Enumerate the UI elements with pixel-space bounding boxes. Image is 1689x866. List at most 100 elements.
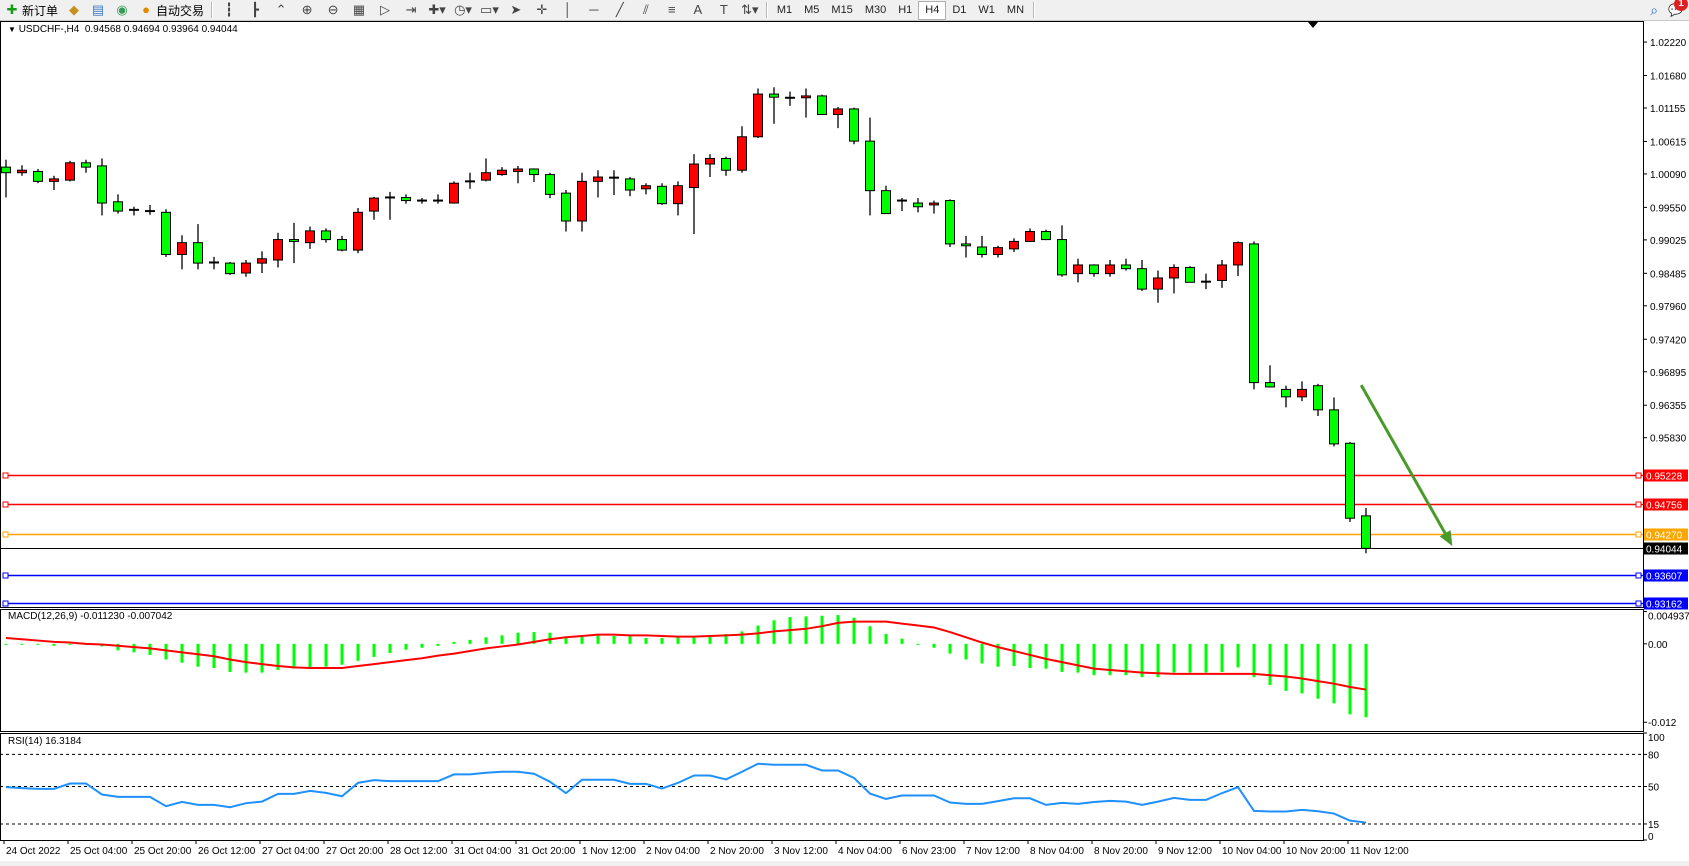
timeframe-m30[interactable]: M30 xyxy=(864,3,887,16)
candle xyxy=(849,107,859,145)
candle xyxy=(1345,442,1355,522)
candle-body xyxy=(241,262,251,274)
metaeditor-button[interactable]: ◆ xyxy=(62,1,86,19)
templates-button[interactable]: ▭▾ xyxy=(476,1,503,19)
macd-signal-line xyxy=(5,620,1367,691)
chart-canvas[interactable]: 1.02220 1.01680 1.01155 1.00615 1.00090 0.995… xyxy=(0,21,1689,861)
chart-window[interactable]: 1.02220 1.01680 1.01155 1.00615 1.00090 0.995… xyxy=(0,21,1689,861)
candle xyxy=(273,232,283,268)
vertical-line-button[interactable]: │ xyxy=(555,1,581,19)
arrows-button[interactable]: ⇅▾ xyxy=(737,1,763,19)
candle-body xyxy=(1121,264,1131,270)
timeframe-h4[interactable]: H4 xyxy=(918,0,947,20)
macd-histogram-bar xyxy=(948,643,952,654)
candle xyxy=(801,88,811,118)
candle xyxy=(929,200,939,214)
candle-body xyxy=(481,172,491,181)
zoom-out-button[interactable]: ⊖ xyxy=(320,1,346,19)
macd-histogram-bar xyxy=(276,643,280,670)
macd-histogram-bar xyxy=(1300,643,1304,694)
toolbar-divider xyxy=(765,2,768,18)
collapse-triangle-icon[interactable]: ▼ xyxy=(8,25,16,34)
time-label: 3 Nov 12:00 xyxy=(774,846,828,857)
notifications-button[interactable]: 💬 1 xyxy=(1668,0,1689,17)
timeframe-m5[interactable]: M5 xyxy=(804,3,820,16)
text-button[interactable]: A xyxy=(685,1,711,19)
rsi-tick-label: 15 xyxy=(1648,820,1660,831)
new-order-button[interactable]: ✚ 新订单 xyxy=(0,1,62,19)
candle xyxy=(193,224,203,270)
trend-arrow-head-icon xyxy=(1439,530,1453,547)
bar-chart-button[interactable]: ┇ xyxy=(216,1,242,19)
candle xyxy=(625,177,635,197)
bar-chart-icon: ┇ xyxy=(225,2,233,17)
signals-button[interactable]: ◉ xyxy=(110,1,134,19)
candle xyxy=(1057,225,1067,277)
time-label: 26 Oct 12:00 xyxy=(198,846,256,857)
timeframe-m1[interactable]: M1 xyxy=(776,3,793,16)
equidistant-channel-button[interactable]: ⫽ xyxy=(633,1,659,19)
crosshair-button[interactable]: ✛ xyxy=(529,1,555,19)
candle-body xyxy=(625,178,635,191)
search-icon[interactable]: ⌕ xyxy=(1650,1,1659,18)
candle xyxy=(1089,264,1099,277)
toolbar-divider xyxy=(211,2,214,18)
text-label-button[interactable]: T xyxy=(711,1,737,19)
macd-histogram-bar xyxy=(1156,643,1160,678)
periods-button[interactable]: ◷▾ xyxy=(450,1,476,19)
timeframe-d1[interactable]: D1 xyxy=(952,3,967,16)
timeframe-mn[interactable]: MN xyxy=(1006,3,1025,16)
time-label: 6 Nov 23:00 xyxy=(902,846,956,857)
cursor-button[interactable]: ➤ xyxy=(503,1,529,19)
auto-scroll-button[interactable]: ▷ xyxy=(372,1,398,19)
macd-histogram-bar xyxy=(1332,643,1336,704)
candle xyxy=(209,256,219,270)
macd-histogram-bar xyxy=(900,638,904,644)
price-tag xyxy=(1644,528,1688,541)
candle-body xyxy=(337,239,347,251)
rsi-tick-label: 80 xyxy=(1648,750,1660,761)
macd-histogram-bar xyxy=(756,625,760,644)
candle-body xyxy=(1233,242,1243,266)
candle-body xyxy=(1041,231,1051,241)
line-handle xyxy=(1635,501,1642,508)
autotrading-icon: ● xyxy=(142,2,150,17)
candle xyxy=(977,235,987,258)
candle xyxy=(705,154,715,178)
indicators-button[interactable]: ✚▾ xyxy=(424,1,450,19)
terminal-button[interactable]: ▤ xyxy=(86,1,110,19)
chart-shift-icon: ⇥ xyxy=(405,2,417,17)
line-handle xyxy=(2,600,9,607)
candle-body xyxy=(593,176,603,182)
timeframe-h1[interactable]: H1 xyxy=(898,3,913,16)
trendline-button[interactable]: ╱ xyxy=(607,1,633,19)
candle xyxy=(225,261,235,275)
candlestick-button[interactable]: ┣ xyxy=(242,1,268,19)
tile-windows-button[interactable]: ▦ xyxy=(346,1,372,19)
candle-body xyxy=(1,166,11,174)
candle-body xyxy=(865,140,875,192)
fibonacci-button[interactable]: ≡ xyxy=(659,1,685,19)
candle-body xyxy=(801,95,811,99)
macd-label: MACD(12,26,9) -0.011230 -0.007042 xyxy=(8,611,173,622)
candle xyxy=(401,194,411,204)
candle-body xyxy=(737,136,747,171)
line-chart-button[interactable]: ⌃ xyxy=(268,1,294,19)
time-label: 8 Nov 20:00 xyxy=(1094,846,1148,857)
zoom-in-button[interactable]: ⊕ xyxy=(294,1,320,19)
chart-shift-button[interactable]: ⇥ xyxy=(398,1,424,19)
macd-histogram-bar xyxy=(228,643,232,672)
macd-histogram-bar xyxy=(52,643,56,646)
timeframe-w1[interactable]: W1 xyxy=(978,3,995,16)
macd-histogram-bar xyxy=(292,643,296,669)
timeframe-m15[interactable]: M15 xyxy=(831,3,853,16)
autotrading-button[interactable]: ● 自动交易 xyxy=(134,1,208,19)
macd-histogram-bar xyxy=(388,643,392,653)
candle-body xyxy=(545,174,555,195)
candlestick-icon: ┣ xyxy=(251,2,259,17)
candle xyxy=(1153,270,1163,303)
candle-body xyxy=(1105,264,1115,275)
horizontal-line-button[interactable]: ─ xyxy=(581,1,607,19)
candle-body xyxy=(833,108,843,115)
candle-body xyxy=(945,200,955,245)
